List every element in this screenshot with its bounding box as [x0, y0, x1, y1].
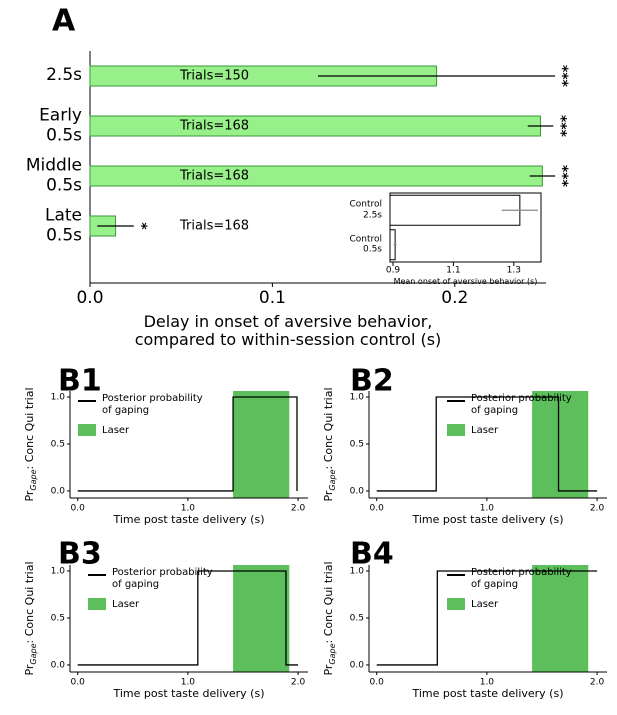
x-tick-label: 2.0 [291, 504, 306, 514]
x-axis-title: Mean onset of aversive behavior (s) [393, 277, 538, 286]
y-title-sub: Gape [29, 643, 38, 664]
legend-label: Posterior probability of gaping [471, 567, 572, 590]
y-title-sub: Gape [328, 469, 337, 490]
category-label: 2.5s [46, 65, 82, 86]
legend-swatch [447, 424, 465, 436]
legend-label: Posterior probability of gaping [471, 393, 572, 416]
y-tick-label: 0.5 [350, 613, 364, 623]
y-axis-title: PrGape: Conc Qui trial [322, 561, 337, 675]
y-tick-label: 1.0 [350, 393, 365, 403]
bar [389, 194, 521, 226]
legend-label: Laser [471, 599, 499, 610]
y-tick-label: 0.0 [350, 486, 365, 496]
y-tick-label: 1.0 [350, 567, 365, 577]
significance: * [133, 222, 149, 230]
data-line [77, 570, 299, 666]
x-axis-title: Delay in onset of aversive behavior, com… [134, 312, 442, 350]
panel-label: A [52, 4, 76, 39]
bar-label: Trials=168 [179, 119, 249, 134]
x-tick-label: 0.0 [76, 288, 103, 308]
x-tick-label: 0.2 [441, 288, 468, 308]
legend-label: Laser [102, 425, 130, 436]
y-tick-label: 1.0 [51, 393, 66, 403]
y-tick-label: 0.0 [350, 660, 365, 670]
x-tick-label: 0.0 [71, 678, 86, 688]
y-title-main: Pr [23, 664, 36, 675]
y-axis-title: PrGape: Conc Qui trial [322, 387, 337, 501]
data-line [376, 396, 598, 492]
legend-label: Laser [112, 599, 140, 610]
legend-label: Posterior probability of gaping [112, 567, 213, 590]
shaded-span [233, 565, 290, 672]
x-axis-title: Time post taste delivery (s) [411, 687, 563, 700]
category-label: Control 0.5s [349, 234, 382, 255]
shaded-span [532, 391, 589, 498]
category-label: Middle 0.5s [25, 155, 82, 195]
y-title-rest: : Conc Qui trial [23, 561, 36, 643]
y-tick-label: 0.0 [51, 660, 66, 670]
category-label: Early 0.5s [39, 105, 82, 145]
bar-label: Trials=168 [179, 169, 249, 184]
significance: *** [552, 115, 568, 138]
x-axis-title: Time post taste delivery (s) [112, 513, 264, 526]
y-title-main: Pr [322, 664, 335, 675]
significance: *** [554, 65, 570, 88]
x-tick-label: 1.0 [480, 504, 495, 514]
y-title-main: Pr [23, 490, 36, 501]
y-axis-title: PrGape: Conc Qui trial [23, 387, 38, 501]
x-tick-label: 0.1 [259, 288, 286, 308]
x-tick-label: 2.0 [590, 678, 605, 688]
x-axis-title: Time post taste delivery (s) [411, 513, 563, 526]
data-line [376, 570, 598, 666]
category-label: Late 0.5s [44, 205, 82, 245]
legend-label: Laser [471, 425, 499, 436]
bar-label: Trials=168 [179, 219, 249, 234]
panel-label: B1 [58, 364, 102, 399]
x-tick-label: 1.1 [446, 266, 460, 276]
x-tick-label: 1.0 [181, 678, 196, 688]
y-tick-label: 0.5 [51, 613, 65, 623]
data-line [77, 396, 298, 492]
y-tick-label: 1.0 [51, 567, 66, 577]
y-title-main: Pr [322, 490, 335, 501]
x-tick-label: 0.9 [386, 266, 401, 276]
x-axis-title: Time post taste delivery (s) [112, 687, 264, 700]
y-axis-title: PrGape: Conc Qui trial [23, 561, 38, 675]
panel-label: B4 [350, 537, 394, 572]
legend-swatch [447, 598, 465, 610]
bar [89, 165, 543, 187]
y-title-rest: : Conc Qui trial [322, 387, 335, 469]
panel-label: B2 [350, 364, 394, 399]
shaded-span [233, 391, 290, 498]
y-title-sub: Gape [328, 643, 337, 664]
x-tick-label: 0.0 [71, 504, 86, 514]
bar [89, 115, 542, 137]
y-title-rest: : Conc Qui trial [23, 387, 36, 469]
bar-label: Trials=150 [179, 69, 249, 84]
y-tick-label: 0.5 [51, 439, 65, 449]
y-title-sub: Gape [29, 469, 38, 490]
x-tick-label: 0.0 [370, 504, 385, 514]
y-title-rest: : Conc Qui trial [322, 561, 335, 643]
x-tick-label: 1.0 [181, 504, 196, 514]
x-tick-label: 0.0 [370, 678, 385, 688]
x-tick-label: 1.3 [507, 266, 521, 276]
category-label: Control 2.5s [349, 199, 382, 221]
legend-swatch [88, 598, 106, 610]
y-tick-label: 0.5 [350, 439, 364, 449]
y-tick-label: 0.0 [51, 486, 66, 496]
x-tick-label: 1.0 [480, 678, 495, 688]
panel-label: B3 [58, 537, 102, 572]
legend-label: Posterior probability of gaping [102, 393, 203, 416]
x-tick-label: 2.0 [590, 504, 605, 514]
legend-swatch [78, 424, 96, 436]
x-tick-label: 2.0 [291, 678, 306, 688]
significance: *** [554, 165, 570, 188]
shaded-span [532, 565, 589, 672]
